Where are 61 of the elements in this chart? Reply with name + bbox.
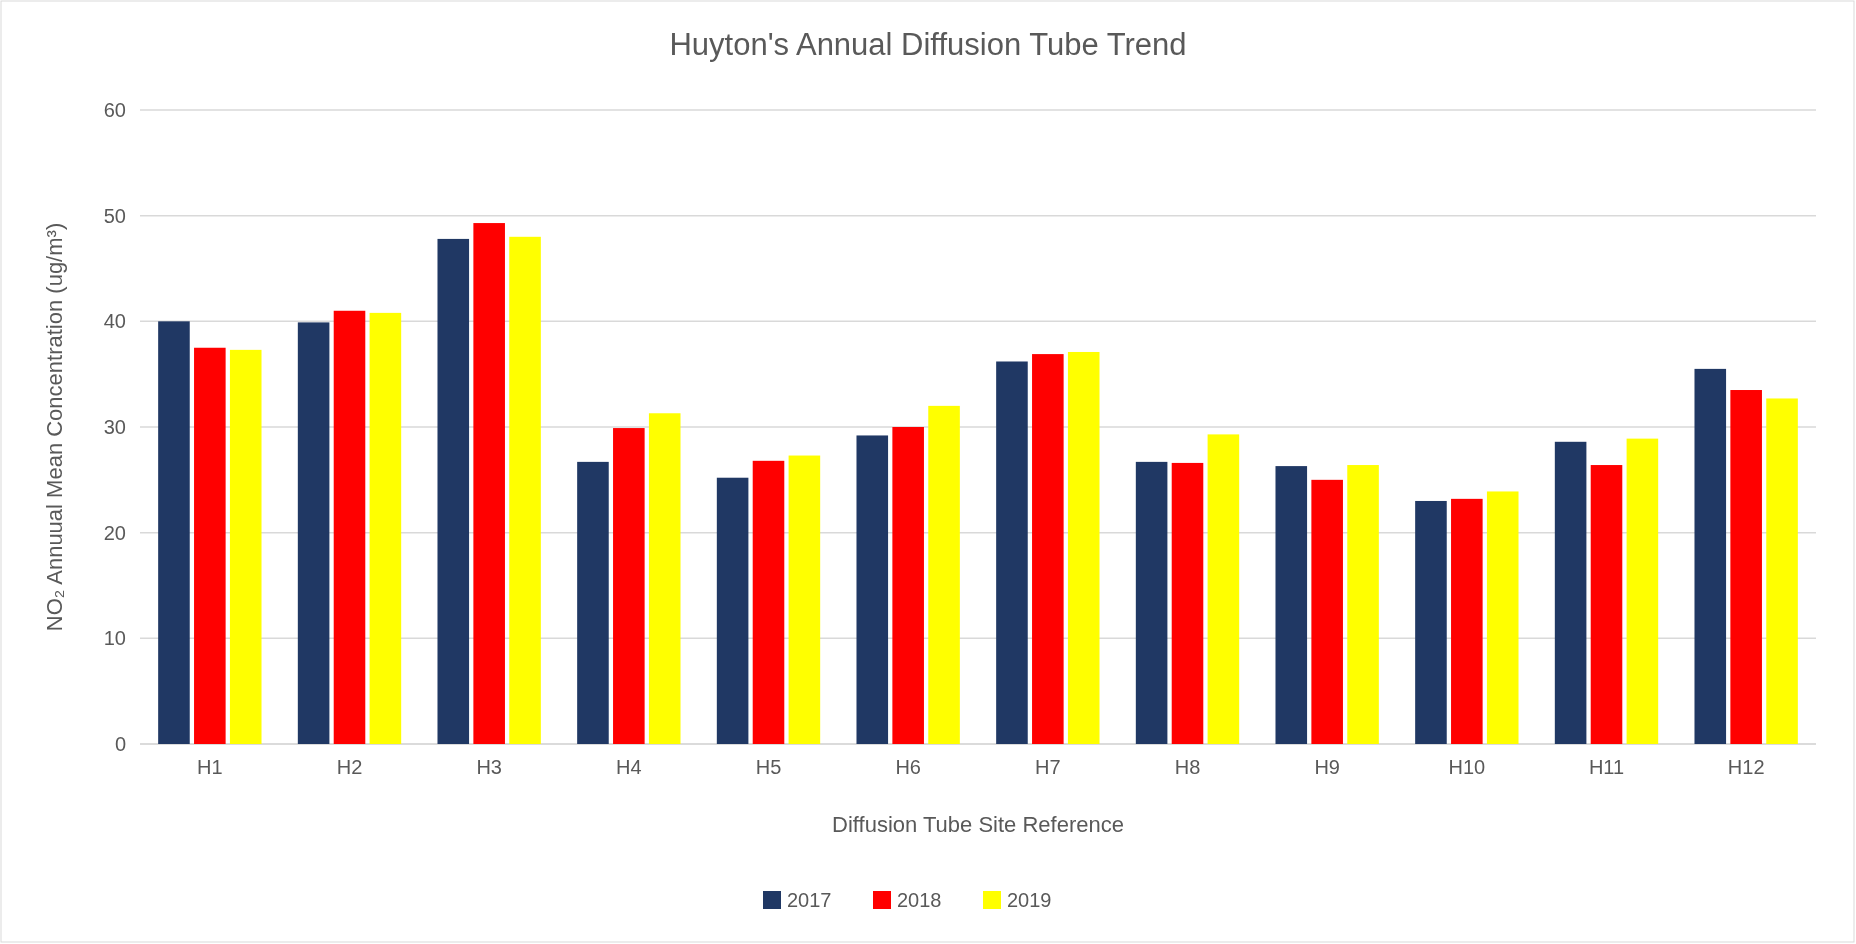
x-tick-label: H10	[1448, 756, 1486, 779]
x-axis-title: Diffusion Tube Site Reference	[832, 812, 1124, 837]
y-tick-label: 10	[103, 627, 126, 650]
x-tick-label: H1	[197, 756, 223, 779]
legend-label: 2017	[787, 889, 832, 911]
y-tick-label: 30	[103, 415, 126, 438]
bar	[752, 460, 785, 744]
bar	[856, 435, 889, 744]
bar	[158, 321, 190, 744]
chart-title: Huyton's Annual Diffusion Tube Trend	[669, 27, 1187, 62]
bar	[1275, 466, 1308, 744]
bar	[648, 413, 681, 744]
bar	[1171, 462, 1204, 744]
bar	[1590, 465, 1623, 744]
bar	[1347, 465, 1379, 744]
bar	[1207, 434, 1240, 744]
x-tick-label: H6	[895, 756, 921, 779]
bar	[1032, 354, 1064, 744]
x-tick-label: H8	[1174, 756, 1201, 779]
x-tick-label: H3	[476, 756, 502, 779]
bar	[1554, 441, 1587, 744]
y-axis-title: NO₂ Annuual Mean Concentration (ug/m³)	[42, 222, 67, 632]
bar	[928, 405, 960, 744]
bar	[369, 312, 402, 744]
bar	[1694, 368, 1727, 744]
bar	[788, 455, 821, 744]
y-tick-label: 40	[103, 310, 126, 333]
y-tick-label: 50	[103, 204, 126, 227]
legend-label: 2018	[897, 889, 942, 911]
bar	[1415, 500, 1447, 744]
x-tick-label: H4	[616, 756, 642, 779]
bar	[437, 238, 470, 744]
bar	[297, 322, 330, 744]
bar	[229, 349, 262, 744]
bar	[1730, 390, 1762, 744]
bar	[577, 461, 609, 744]
y-tick-label: 60	[103, 98, 126, 121]
bar	[1626, 438, 1659, 744]
legend-label: 2019	[1007, 889, 1052, 911]
bar	[1135, 461, 1168, 744]
x-tick-label: H12	[1727, 756, 1765, 779]
x-tick-label: H2	[336, 756, 363, 779]
x-tick-label: H11	[1588, 756, 1625, 779]
y-tick-label: 0	[114, 732, 126, 755]
bar	[1067, 351, 1100, 744]
bar	[473, 223, 505, 744]
bar	[892, 427, 924, 744]
x-tick-label: H9	[1314, 756, 1340, 779]
bar	[509, 236, 541, 744]
bar	[716, 477, 749, 744]
bar	[613, 428, 645, 744]
x-tick-label: H7	[1035, 756, 1061, 779]
bar	[333, 310, 366, 744]
bar	[1311, 479, 1343, 744]
bar	[1451, 498, 1483, 744]
bar	[1766, 398, 1798, 744]
y-tick-label: 20	[103, 521, 126, 544]
bar	[194, 347, 226, 744]
bar	[1486, 491, 1519, 744]
bar	[996, 361, 1028, 744]
x-tick-label: H5	[755, 756, 782, 779]
